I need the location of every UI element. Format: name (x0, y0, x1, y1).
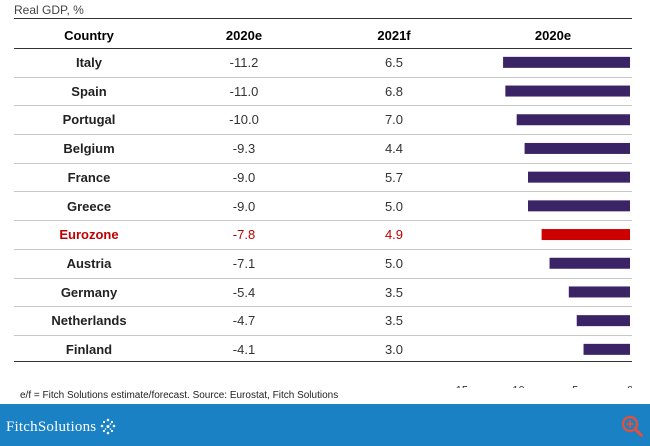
gdp-2020e-cell: -7.8 (232, 227, 256, 243)
gdp-2020e-cell: -11.0 (229, 83, 259, 99)
table-row: France -9.0 5.7 (14, 164, 632, 193)
gdp-2020e-cell: -11.2 (229, 55, 259, 70)
bar-greece (528, 200, 630, 212)
gdp-2020e-cell: -4.1 (232, 342, 256, 357)
gdp-2021f-cell: 4.4 (384, 141, 404, 157)
table-row: Finland -4.1 3.0 (14, 336, 632, 365)
country-cell: Germany (60, 284, 118, 300)
logo-dots-icon (101, 418, 116, 435)
table-row: Portugal -10.0 7.0 (14, 106, 632, 136)
header-country: Country (64, 28, 114, 43)
footer-bar: FitchSolutions (0, 404, 650, 446)
gdp-2021f-cell: 6.5 (384, 55, 404, 70)
table-header: Country 2020e 2021f 2020e (14, 24, 632, 48)
country-cell: Portugal (62, 112, 116, 128)
country-cell: Spain (71, 83, 107, 99)
bar-france (528, 171, 630, 183)
bar-netherlands (576, 315, 630, 327)
bar-eurozone (541, 229, 630, 241)
gdp-2020e-cell: -9.0 (232, 169, 256, 185)
country-cell: France (67, 169, 111, 185)
bottom-rule (14, 361, 632, 362)
x-tick-label: 0 (627, 385, 632, 388)
header-chart-2020e: 2020e (534, 28, 572, 43)
gdp-2021f-cell: 3.0 (384, 342, 404, 357)
bar-belgium (524, 142, 630, 154)
top-rule (14, 18, 632, 19)
bar-germany (568, 286, 630, 298)
header-2020e: 2020e (225, 28, 263, 43)
country-cell: Belgium (63, 141, 115, 157)
row-divider (14, 277, 632, 279)
table-row: Eurozone -7.8 4.9 (14, 221, 632, 250)
gdp-2021f-cell: 4.9 (384, 227, 404, 243)
country-cell: Netherlands (51, 313, 127, 329)
country-cell: Finland (65, 342, 113, 357)
row-divider (14, 334, 632, 336)
x-tick-label: -10 (509, 385, 525, 388)
row-divider (14, 162, 632, 164)
row-divider (14, 191, 632, 193)
country-cell: Greece (66, 198, 112, 214)
gdp-2020e-cell: -10.0 (229, 112, 259, 128)
gdp-2021f-cell: 7.0 (384, 112, 404, 128)
gdp-2020e-cell: -9.3 (232, 141, 256, 157)
table-row: Germany -5.4 3.5 (14, 279, 632, 308)
table-row: Netherlands -4.7 3.5 (14, 307, 632, 336)
table-row: Greece -9.0 5.0 (14, 193, 632, 222)
row-divider (14, 105, 632, 107)
header-rule (14, 48, 632, 49)
table-row: Belgium -9.3 4.4 (14, 135, 632, 164)
gdp-2021f-cell: 5.0 (384, 198, 404, 214)
table-row: Spain -11.0 6.8 (14, 78, 632, 107)
gdp-2021f-cell: 6.8 (384, 83, 404, 99)
gdp-2021f-cell: 5.7 (384, 169, 404, 185)
bar-austria (549, 257, 630, 269)
row-divider (14, 248, 632, 250)
row-divider (14, 76, 632, 78)
gdp-2021f-cell: 5.0 (384, 255, 404, 271)
gdp-2021f-cell: 3.5 (384, 284, 404, 300)
x-tick-label: -5 (568, 385, 578, 388)
gdp-2020e-cell: -9.0 (232, 198, 256, 214)
fitch-solutions-logo: FitchSolutions (6, 417, 118, 437)
table-row: Italy -11.2 6.5 (14, 49, 632, 78)
country-cell: Italy (75, 55, 102, 70)
row-divider (14, 134, 632, 136)
gdp-2020e-cell: -7.1 (232, 255, 256, 271)
gdp-2020e-cell: -5.4 (232, 284, 256, 300)
source-footnote: e/f = Fitch Solutions estimate/forecast.… (20, 390, 339, 401)
zoom-in-icon[interactable] (620, 414, 644, 438)
chart-subtitle: Real GDP, % (14, 3, 84, 17)
country-cell: Austria (66, 255, 112, 271)
gdp-2021f-cell: 3.5 (384, 313, 404, 329)
logo-text: FitchSolutions (6, 418, 97, 435)
gdp-2020e-cell: -4.7 (232, 313, 256, 329)
table-row: Austria -7.1 5.0 (14, 250, 632, 279)
bar-italy (503, 56, 630, 68)
header-2021f: 2021f (377, 28, 411, 43)
x-tick-label: -15 (452, 385, 468, 388)
bar-finland (583, 343, 630, 355)
gdp-bar-chart: -15 -10 -5 0 (452, 56, 632, 388)
country-cell: Eurozone (59, 227, 119, 243)
row-divider (14, 306, 632, 308)
bar-portugal (516, 114, 630, 126)
row-divider (14, 220, 632, 222)
bar-spain (505, 85, 630, 97)
